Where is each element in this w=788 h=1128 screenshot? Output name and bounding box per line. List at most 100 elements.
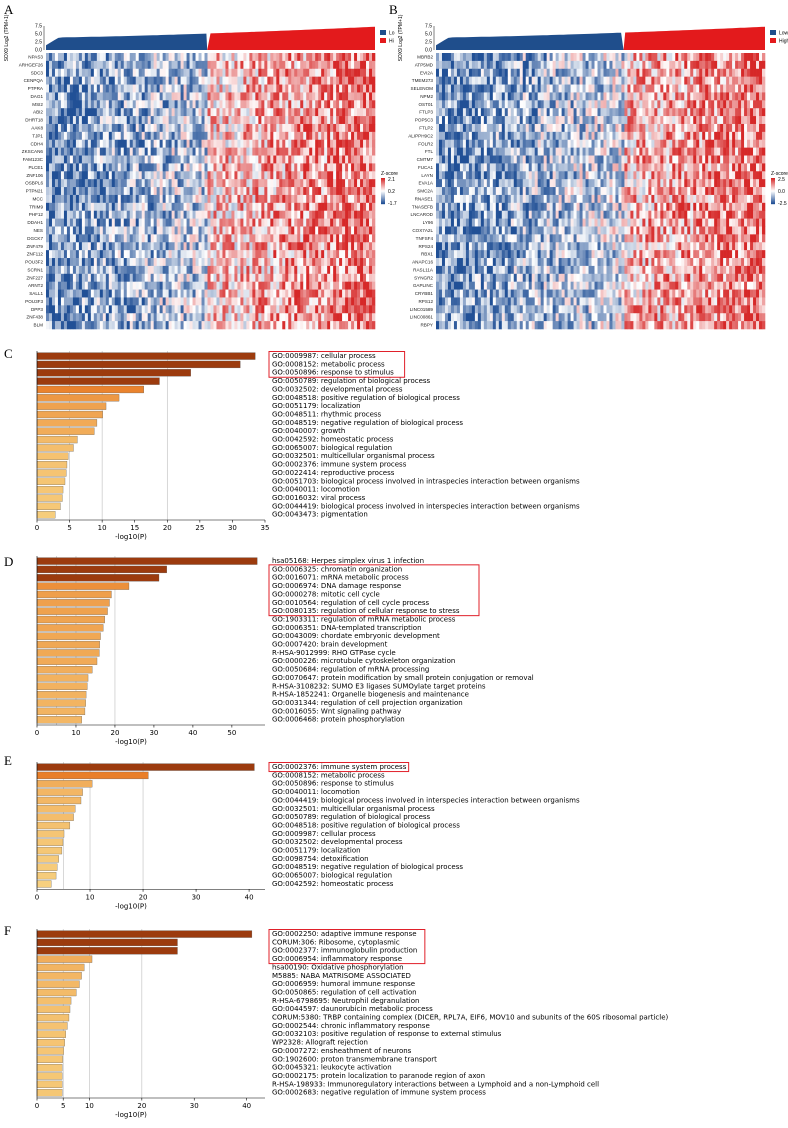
heatmap-cell <box>696 53 700 62</box>
heatmap-cell <box>447 92 452 101</box>
heatmap-cell <box>96 187 101 196</box>
heatmap-cell <box>603 92 607 101</box>
heatmap-cell <box>231 139 235 148</box>
heatmap-cell <box>138 60 143 70</box>
heatmap-cell <box>663 100 667 109</box>
heatmap-cell <box>675 76 679 85</box>
heatmap-cell <box>687 84 691 93</box>
heatmap-cell <box>66 179 71 188</box>
heatmap-cell <box>201 250 205 259</box>
heatmap-cell <box>459 60 464 70</box>
heatmap-cell <box>306 242 310 251</box>
heatmap-cell <box>174 305 178 314</box>
heatmap-cell <box>273 84 277 93</box>
heatmap-cell <box>366 265 370 275</box>
heatmap-cell <box>153 265 157 275</box>
heatmap-cell <box>210 218 214 227</box>
heatmap-cell <box>486 60 491 70</box>
heatmap-cell <box>183 210 187 219</box>
heatmap-cell <box>759 92 763 101</box>
heatmap-cell <box>201 179 205 188</box>
heatmap-cell <box>309 297 313 306</box>
heatmap-cell <box>201 289 205 298</box>
heatmap-cell <box>234 100 238 109</box>
heatmap-cell <box>735 76 739 85</box>
heatmap-cell <box>195 84 199 93</box>
heatmap-cell <box>111 242 116 251</box>
heatmap-cell <box>72 242 77 251</box>
heatmap-cell <box>318 171 322 180</box>
heatmap-cell <box>126 100 131 109</box>
heatmap-cell <box>156 202 160 212</box>
heatmap-cell <box>330 147 334 156</box>
heatmap-cell <box>117 92 122 101</box>
heatmap-cell <box>126 116 131 125</box>
heatmap-cell <box>363 147 367 156</box>
heatmap-cell <box>282 179 286 188</box>
heatmap-cell <box>324 250 328 259</box>
heatmap-cell <box>267 60 271 70</box>
heatmap-cell <box>369 313 373 322</box>
heatmap-cell <box>93 289 98 298</box>
heatmap-cell <box>231 53 235 62</box>
heatmap-cell <box>162 226 166 235</box>
heatmap-cell <box>759 100 763 109</box>
heatmap-cell <box>153 321 157 330</box>
heatmap-cell <box>156 155 160 164</box>
heatmap-cell <box>330 265 334 275</box>
heatmap-cell <box>138 131 143 141</box>
heatmap-cell <box>228 281 232 290</box>
heatmap-cell <box>57 155 62 164</box>
heatmap-cell <box>150 297 154 306</box>
heatmap-cell <box>240 321 244 330</box>
heatmap-cell <box>51 218 56 227</box>
heatmap-cell <box>51 131 56 141</box>
heatmap-cell <box>513 84 518 93</box>
heatmap-cell <box>207 147 211 156</box>
heatmap-cell <box>501 116 506 125</box>
heatmap-cell <box>711 68 715 77</box>
heatmap-cell <box>84 187 89 196</box>
heatmap-cell <box>138 84 143 93</box>
heatmap-cell <box>324 305 328 314</box>
heatmap-cell <box>102 116 107 125</box>
heatmap-cell <box>198 108 202 117</box>
heatmap-cell <box>201 147 205 156</box>
heatmap-cell <box>276 258 280 267</box>
heatmap-cell <box>309 265 313 275</box>
heatmap-cell <box>216 116 220 125</box>
heatmap-cell <box>132 92 137 101</box>
heatmap-cell <box>84 321 89 330</box>
heatmap-cell <box>225 210 229 219</box>
top-ytick-label: 7.5 <box>35 24 42 30</box>
heatmap-cell <box>603 76 607 85</box>
heatmap-cell <box>756 108 760 117</box>
heatmap-cell <box>333 289 337 298</box>
heatmap-cell <box>261 218 265 227</box>
heatmap-cell <box>459 123 464 133</box>
heatmap-cell <box>522 60 527 70</box>
heatmap-cell <box>78 234 83 243</box>
heatmap-cell <box>747 60 751 70</box>
heatmap-cell <box>213 265 217 275</box>
heatmap-cell <box>441 53 446 62</box>
heatmap-cell <box>69 273 74 282</box>
heatmap-cell <box>96 250 101 259</box>
heatmap-cell <box>705 68 709 77</box>
heatmap-cell <box>579 76 583 85</box>
heatmap-cell <box>288 250 292 259</box>
heatmap-cell <box>129 305 134 314</box>
heatmap-cell <box>303 60 307 70</box>
heatmap-cell <box>366 84 370 93</box>
heatmap-cell <box>339 92 343 101</box>
heatmap-cell <box>168 305 172 314</box>
heatmap-cell <box>255 258 259 267</box>
heatmap-cell <box>324 108 328 117</box>
heatmap-cell <box>273 155 277 164</box>
heatmap-cell <box>339 108 343 117</box>
heatmap-cell <box>237 194 241 204</box>
heatmap-cell <box>609 53 613 62</box>
heatmap-cell <box>138 155 143 164</box>
heatmap-cell <box>369 100 373 109</box>
gene-label: FTLP2 <box>419 125 433 130</box>
